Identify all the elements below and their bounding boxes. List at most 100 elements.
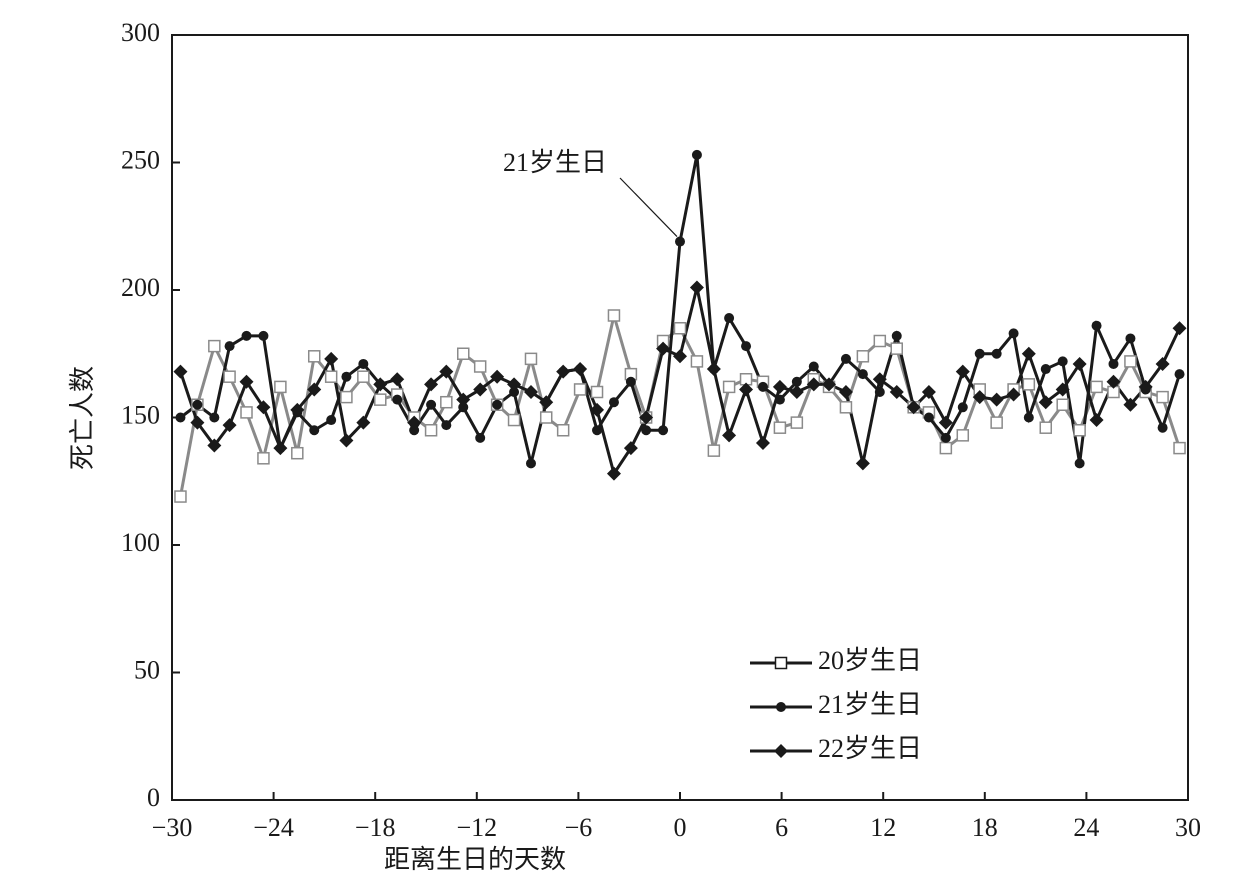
marker xyxy=(656,341,671,356)
marker xyxy=(625,376,636,387)
marker xyxy=(257,452,270,465)
y-tick-label: 100 xyxy=(121,528,160,557)
marker xyxy=(290,402,305,417)
marker xyxy=(556,424,570,437)
marker xyxy=(673,349,687,364)
marker xyxy=(1125,333,1136,344)
marker xyxy=(356,415,371,430)
marker xyxy=(258,330,269,341)
marker xyxy=(174,490,187,503)
marker xyxy=(358,358,369,369)
marker xyxy=(608,397,619,408)
marker xyxy=(223,370,236,383)
marker xyxy=(1023,412,1034,423)
legend-marker xyxy=(774,656,788,670)
marker xyxy=(791,376,802,387)
x-tick-label: 6 xyxy=(775,813,788,842)
marker xyxy=(324,351,339,366)
marker xyxy=(722,428,737,443)
marker xyxy=(1157,422,1168,433)
marker xyxy=(606,466,621,481)
marker xyxy=(424,424,438,437)
marker xyxy=(838,385,853,399)
marker xyxy=(509,387,520,397)
marker xyxy=(490,369,505,384)
marker xyxy=(773,421,787,434)
marker xyxy=(873,334,887,348)
marker xyxy=(524,352,538,366)
marker xyxy=(458,402,469,413)
marker xyxy=(689,280,704,295)
marker xyxy=(1056,398,1069,411)
marker xyxy=(457,347,470,360)
marker xyxy=(441,420,452,431)
x-axis-label: 距离生日的天数 xyxy=(384,845,566,874)
marker xyxy=(407,415,422,430)
marker xyxy=(307,382,322,397)
marker xyxy=(691,149,702,160)
y-tick-label: 50 xyxy=(134,655,160,684)
marker xyxy=(891,330,902,341)
marker xyxy=(1006,387,1021,402)
marker xyxy=(957,402,968,413)
x-tick-label: 18 xyxy=(972,813,998,842)
y-tick-label: 300 xyxy=(121,18,160,47)
marker xyxy=(473,382,488,397)
marker xyxy=(1138,379,1153,394)
marker xyxy=(539,411,553,424)
marker xyxy=(1108,358,1119,369)
marker xyxy=(774,394,785,405)
x-tick-label: −6 xyxy=(565,813,593,842)
marker xyxy=(639,410,654,425)
marker xyxy=(373,377,388,392)
marker xyxy=(1174,369,1185,380)
marker xyxy=(173,364,188,379)
marker xyxy=(1156,390,1169,404)
marker xyxy=(340,390,353,404)
marker xyxy=(507,377,522,392)
x-tick-label: 30 xyxy=(1175,813,1201,842)
marker xyxy=(241,330,252,341)
marker xyxy=(291,446,304,460)
marker xyxy=(192,399,203,410)
marker xyxy=(839,401,853,414)
marker xyxy=(1022,378,1036,391)
marker xyxy=(208,339,221,353)
marker xyxy=(273,441,288,456)
marker xyxy=(556,364,571,379)
marker xyxy=(673,322,687,335)
marker xyxy=(339,433,354,448)
marker xyxy=(1124,355,1137,368)
marker xyxy=(1090,380,1103,394)
marker xyxy=(507,413,521,427)
annotation: 21岁生日 xyxy=(503,148,607,177)
marker xyxy=(956,429,970,442)
marker xyxy=(256,400,271,415)
marker xyxy=(1155,356,1170,371)
marker xyxy=(855,456,870,471)
marker xyxy=(240,406,253,419)
marker xyxy=(722,380,736,394)
marker xyxy=(573,383,587,396)
marker xyxy=(972,390,987,405)
marker xyxy=(989,392,1004,407)
marker xyxy=(755,436,770,450)
marker xyxy=(1021,346,1036,361)
marker xyxy=(1106,374,1121,389)
marker xyxy=(573,362,588,377)
annotation-leader xyxy=(619,177,678,237)
marker xyxy=(426,399,437,410)
marker xyxy=(1123,397,1138,412)
marker xyxy=(991,348,1002,359)
y-tick-label: 200 xyxy=(121,273,160,302)
marker xyxy=(690,355,704,368)
marker xyxy=(923,412,934,423)
marker xyxy=(1089,413,1104,428)
legend-marker xyxy=(776,702,786,712)
y-axis-label: 死亡人数 xyxy=(68,366,97,470)
marker xyxy=(607,309,621,322)
marker xyxy=(789,385,804,399)
marker xyxy=(341,371,352,382)
marker xyxy=(974,348,985,359)
